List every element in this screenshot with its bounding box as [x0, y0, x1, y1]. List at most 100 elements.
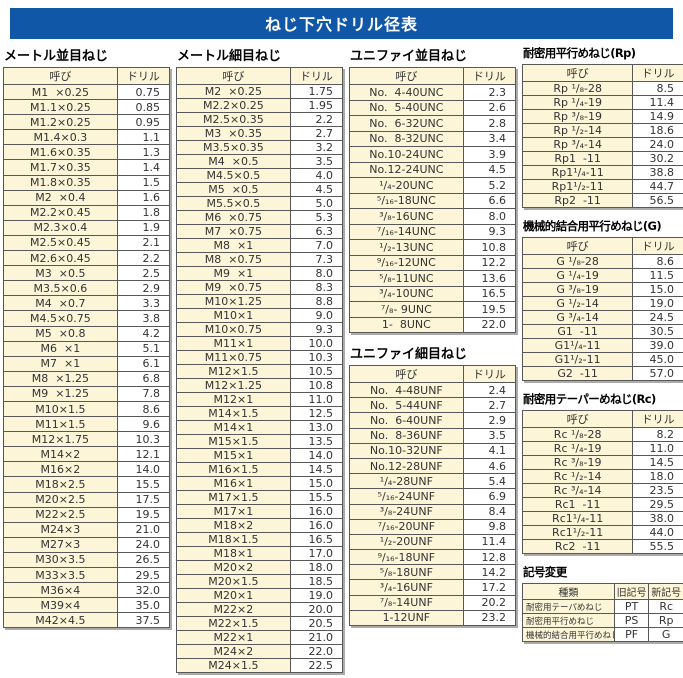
- column-header: 呼び: [350, 366, 464, 383]
- drill-value-cell: 2.1: [117, 235, 169, 250]
- drill-value-cell: 13.0: [290, 421, 342, 435]
- header-row: 呼びドリル: [4, 68, 170, 85]
- thread-name-cell: M36×4: [4, 583, 118, 598]
- drill-value-cell: 15.0: [290, 477, 342, 491]
- drill-value-cell: 10.3: [290, 351, 342, 365]
- thread-name-cell: M9 ×1.25: [4, 386, 118, 401]
- drill-value-cell: 12.5: [290, 407, 342, 421]
- drill-value-cell: 9.3: [463, 224, 515, 240]
- thread-name-cell: M2.6×0.45: [4, 251, 118, 266]
- thread-name-cell: M9 ×1: [177, 267, 291, 281]
- thread-name-cell: Rc1 -11: [523, 498, 633, 512]
- thread-name-cell: No.12-28UNF: [350, 458, 464, 473]
- thread-name-cell: M1.2×0.25: [4, 115, 118, 130]
- drill-value-cell: 4.1: [463, 443, 515, 458]
- thread-name-cell: ¹/₂-20UNF: [350, 534, 464, 549]
- thread-name-cell: ⁷/₁₆-20UNF: [350, 519, 464, 534]
- thread-name-cell: No.12-24UNC: [350, 162, 464, 178]
- thread-name-cell: ⁵/₈-11UNC: [350, 271, 464, 287]
- thread-name-cell: M20×1: [177, 589, 291, 603]
- header-row: 呼びドリル: [350, 68, 516, 85]
- thread-name-cell: M4.5×0.5: [177, 169, 291, 183]
- thread-name-cell: No. 5-44UNF: [350, 398, 464, 413]
- thread-name-cell: ⁹/₁₆-12UNC: [350, 255, 464, 271]
- drill-value-cell: 18.0: [290, 561, 342, 575]
- thread-name-cell: ⁵/₁₆-24UNF: [350, 489, 464, 504]
- drill-value-cell: 16.0: [290, 505, 342, 519]
- thread-name-cell: M10×1.25: [177, 295, 291, 309]
- drill-value-cell: 10.3: [117, 432, 169, 447]
- drill-value-cell: 1.4: [117, 160, 169, 175]
- column-header: 新記号: [649, 584, 683, 600]
- drill-value-cell: 1.9: [117, 220, 169, 235]
- thread-name-cell: ⁵/₈-18UNF: [350, 565, 464, 580]
- thread-name-cell: No. 4-48UNF: [350, 383, 464, 398]
- drill-value-cell: 2.2: [290, 113, 342, 127]
- drill-value-cell: 1.95: [290, 99, 342, 113]
- thread-name-cell: Rc2 -11: [523, 540, 633, 554]
- drill-value-cell: 2.2: [117, 251, 169, 266]
- thread-name-cell: M2 ×0.25: [177, 85, 291, 99]
- drill-value-cell: 14.0: [117, 462, 169, 477]
- column-header: 呼び: [523, 238, 633, 255]
- drill-value-cell: 20.0: [290, 603, 342, 617]
- thread-name-cell: Rp ¹/₈-28: [523, 82, 633, 96]
- thread-name-cell: M3 ×0.5: [4, 266, 118, 281]
- thread-name-cell: No.10-24UNC: [350, 147, 464, 163]
- thread-name-cell: G ³/₄-14: [523, 311, 633, 325]
- thread-name-cell: G ¹/₄-19: [523, 269, 633, 283]
- thread-name-cell: ³/₈-24UNF: [350, 504, 464, 519]
- thread-name-cell: M10×1.5: [4, 401, 118, 416]
- drill-value-cell: 14.9: [633, 110, 683, 124]
- thread-name-cell: M8 ×1: [177, 239, 291, 253]
- drill-value-cell: 18.6: [633, 124, 683, 138]
- g-section-title: 機械的結合用平行めねじ(G): [523, 218, 683, 234]
- unified_coarse-section-title: ユニファイ並目ねじ: [350, 45, 516, 64]
- thread-name-cell: M11×1: [177, 337, 291, 351]
- drill-value-cell: 8.6: [117, 401, 169, 416]
- drill-value-cell: 1.8: [117, 205, 169, 220]
- drill-value-cell: 3.8: [117, 311, 169, 326]
- drill-value-cell: 45.0: [633, 353, 683, 367]
- thread-name-cell: Rp1¹/₄-11: [523, 166, 633, 180]
- thread-name-cell: No. 6-32UNC: [350, 116, 464, 132]
- drill-value-cell: 2.8: [463, 116, 515, 132]
- drill-value-cell: 10.5: [290, 365, 342, 379]
- drill-value-cell: 8.6: [633, 255, 683, 269]
- thread-name-cell: ¹/₂-13UNC: [350, 240, 464, 256]
- drill-value-cell: 9.3: [290, 323, 342, 337]
- thread-name-cell: M15×1.5: [177, 435, 291, 449]
